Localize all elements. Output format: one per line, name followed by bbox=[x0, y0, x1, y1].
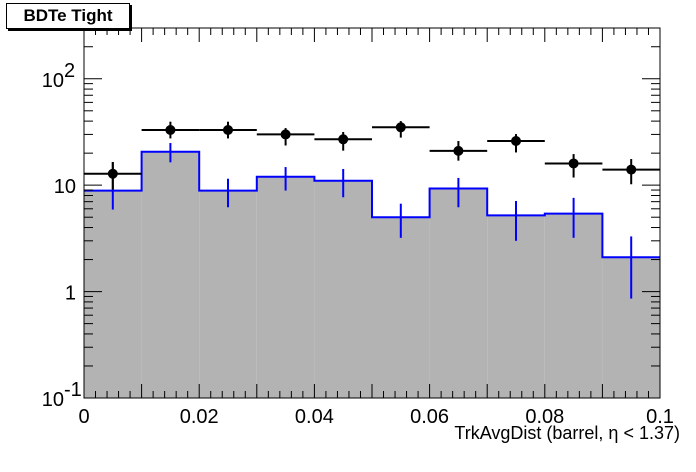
y-tick-exponent: -1 bbox=[64, 379, 82, 401]
histogram-bar bbox=[429, 188, 488, 398]
x-tick-label: 0.02 bbox=[180, 406, 219, 428]
x-tick-label: 0.06 bbox=[410, 406, 449, 428]
histogram-bar bbox=[141, 151, 200, 398]
histogram-bar bbox=[372, 217, 430, 398]
data-point bbox=[223, 125, 233, 136]
data-point bbox=[165, 125, 176, 136]
data-point bbox=[338, 134, 349, 145]
x-tick-label: 0.08 bbox=[525, 406, 564, 428]
data-point bbox=[395, 122, 406, 133]
y-tick-exponent: 2 bbox=[64, 60, 75, 82]
data-point bbox=[107, 168, 118, 179]
histogram-bar bbox=[256, 176, 315, 398]
data-point bbox=[568, 158, 579, 169]
histogram-bar bbox=[314, 180, 372, 398]
histogram-bar bbox=[544, 213, 603, 398]
chart-title: BDTe Tight bbox=[6, 3, 130, 29]
histogram-outline bbox=[84, 150, 660, 259]
x-tick-label: 0.1 bbox=[646, 406, 674, 428]
data-point bbox=[626, 164, 637, 175]
y-tick-label: 10 bbox=[54, 176, 76, 198]
histogram-bar bbox=[84, 190, 142, 398]
histogram-bar bbox=[487, 215, 545, 398]
data-point bbox=[280, 129, 291, 140]
x-tick-label: 0.04 bbox=[295, 406, 334, 428]
x-axis-label: TrkAvgDist (barrel, η < 1.37) bbox=[454, 423, 680, 443]
data-point bbox=[511, 136, 521, 147]
x-tick-label: 0 bbox=[78, 406, 89, 428]
y-tick-label: 10 bbox=[42, 70, 64, 92]
data-point bbox=[453, 145, 464, 156]
histogram-bar bbox=[199, 190, 257, 398]
y-tick-label: 10 bbox=[42, 389, 64, 411]
y-tick-label: 1 bbox=[65, 283, 76, 305]
